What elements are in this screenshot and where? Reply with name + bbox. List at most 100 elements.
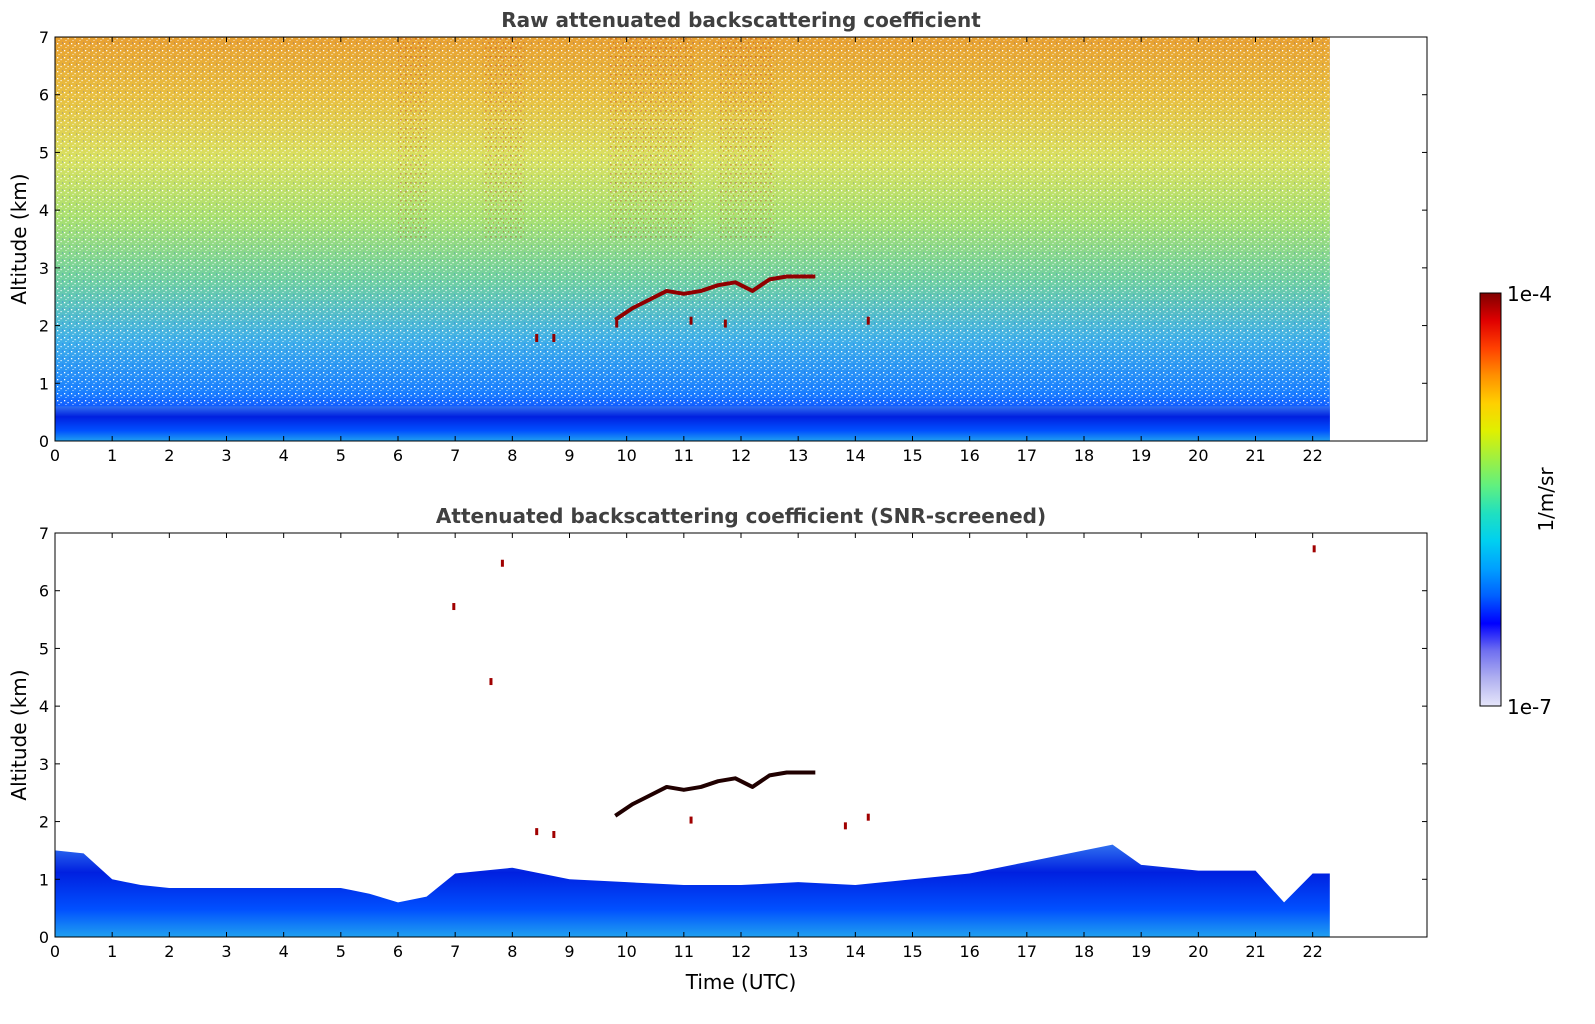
x-tick-label: 21	[1245, 942, 1265, 961]
colorbar-scale	[1479, 292, 1502, 707]
colorbar: 1e-4 1e-7 1/m/sr	[1479, 282, 1558, 719]
x-tick-label: 9	[564, 942, 574, 961]
x-tick-label: 13	[788, 446, 808, 465]
x-tick-label: 13	[788, 942, 808, 961]
y-axis-label: Altitude (km)	[7, 669, 31, 800]
x-tick-label: 11	[674, 942, 694, 961]
y-tick-label: 5	[39, 143, 49, 162]
panel-raw: 0 1 2 3 4 5 6 7 8 9 10 11 12 13 14 15 16 17 18 19 20 21 220123…	[7, 8, 1428, 465]
y-tick-label: 7	[39, 524, 49, 543]
x-tick-label: 20	[1188, 446, 1208, 465]
x-tick-label: 14	[845, 942, 865, 961]
x-axis-label: Time (UTC)	[685, 970, 797, 994]
x-tick-label: 18	[1074, 446, 1094, 465]
x-tick-label: 12	[731, 942, 751, 961]
x-tick-label: 19	[1131, 942, 1151, 961]
x-tick-label: 15	[902, 446, 922, 465]
pbl-signal	[55, 844, 1330, 937]
x-tick-label: 1	[107, 446, 117, 465]
x-tick-label: 8	[507, 446, 517, 465]
cloud-fragment	[452, 603, 456, 611]
cloud-fragment	[500, 559, 504, 567]
chart-title: Attenuated backscattering coefficient (S…	[436, 504, 1046, 528]
x-tick-label: 4	[279, 942, 289, 961]
y-tick-label: 7	[39, 28, 49, 47]
y-tick-label: 3	[39, 259, 49, 278]
colorbar-unit-label: 1/m/sr	[1534, 467, 1558, 532]
x-tick-label: 8	[507, 942, 517, 961]
cloud-fragment	[843, 822, 847, 830]
x-tick-label: 11	[674, 446, 694, 465]
x-tick-label: 17	[1017, 942, 1037, 961]
cloud-fragment	[866, 813, 870, 821]
cloud-fragment	[552, 831, 556, 838]
y-tick-label: 1	[39, 374, 49, 393]
x-tick-label: 14	[845, 446, 865, 465]
x-tick-label: 10	[616, 446, 636, 465]
y-tick-label: 1	[39, 870, 49, 889]
noise-streak	[398, 37, 427, 239]
cloud-layer	[614, 274, 816, 322]
x-tick-label: 7	[450, 942, 460, 961]
y-tick-label: 3	[39, 755, 49, 774]
x-tick-label: 18	[1074, 942, 1094, 961]
x-tick-label: 15	[902, 942, 922, 961]
noise-streak	[609, 37, 696, 239]
x-tick-label: 9	[564, 446, 574, 465]
x-tick-label: 22	[1302, 942, 1322, 961]
colorbar-min-label: 1e-7	[1507, 695, 1552, 719]
boundary-layer	[55, 406, 1330, 441]
cloud-fragment	[489, 678, 493, 686]
x-tick-label: 12	[731, 446, 751, 465]
x-tick-label: 6	[393, 942, 403, 961]
cloud-fragment	[552, 334, 556, 342]
cloud-fragment	[535, 828, 539, 836]
panel-snr-screened: 0 1 2 3 4 5 6 7 8 9 10 11 12 13 14 15 16 17 18 19 20 21 220123…	[7, 504, 1428, 994]
y-tick-label: 5	[39, 639, 49, 658]
x-tick-label: 10	[616, 942, 636, 961]
cloud-fragment	[689, 816, 693, 824]
cloud-fragment	[866, 316, 870, 325]
cloud-fragment	[615, 319, 619, 328]
x-tick-label: 0	[50, 942, 60, 961]
colorbar-max-label: 1e-4	[1507, 282, 1552, 306]
x-tick-label: 2	[164, 942, 174, 961]
cloud-fragment	[535, 334, 539, 342]
x-tick-label: 5	[336, 446, 346, 465]
x-tick-label: 5	[336, 942, 346, 961]
x-tick-label: 22	[1302, 446, 1322, 465]
cloud-layer	[614, 770, 816, 818]
x-tick-label: 3	[221, 446, 231, 465]
chart-title: Raw attenuated backscattering coefficien…	[501, 8, 981, 32]
cloud-fragment	[1312, 545, 1316, 553]
y-tick-label: 0	[39, 928, 49, 947]
x-tick-label: 1	[107, 942, 117, 961]
x-tick-label: 2	[164, 446, 174, 465]
x-tick-label: 4	[279, 446, 289, 465]
y-tick-label: 6	[39, 582, 49, 601]
noise-streak	[718, 37, 776, 239]
cloud-fragment	[723, 319, 727, 328]
x-tick-label: 16	[959, 446, 979, 465]
x-tick-label: 16	[959, 942, 979, 961]
y-tick-label: 6	[39, 86, 49, 105]
x-tick-label: 19	[1131, 446, 1151, 465]
y-tick-label: 2	[39, 813, 49, 832]
cloud-fragment	[689, 316, 693, 325]
plot-area	[55, 533, 1427, 937]
y-tick-label: 4	[39, 201, 49, 220]
x-tick-label: 3	[221, 942, 231, 961]
x-tick-label: 21	[1245, 446, 1265, 465]
y-axis-label: Altitude (km)	[7, 173, 31, 304]
x-tick-label: 7	[450, 446, 460, 465]
y-tick-label: 0	[39, 432, 49, 451]
x-tick-label: 6	[393, 446, 403, 465]
x-tick-label: 20	[1188, 942, 1208, 961]
y-tick-label: 2	[39, 317, 49, 336]
y-tick-label: 4	[39, 697, 49, 716]
x-tick-label: 0	[50, 446, 60, 465]
x-tick-label: 17	[1017, 446, 1037, 465]
noise-streak	[483, 37, 524, 239]
